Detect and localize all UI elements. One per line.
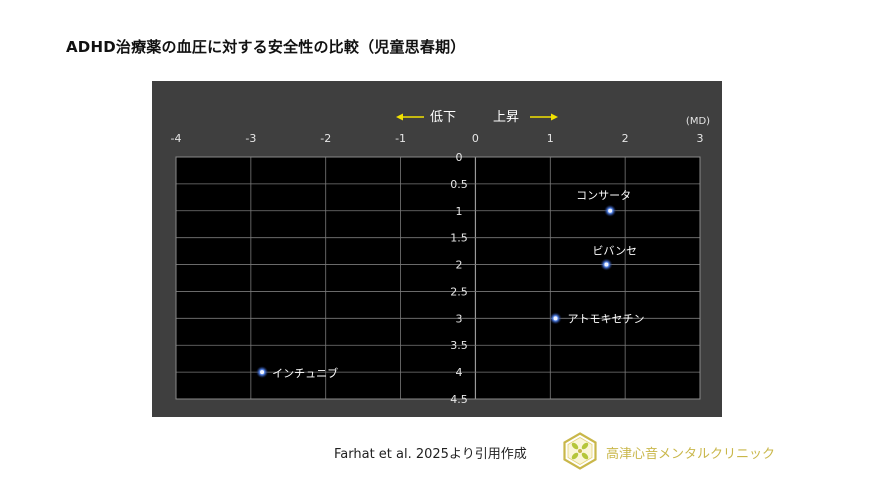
y-tick-label: 4.5 [450, 393, 468, 406]
arrow-left-head [396, 113, 403, 121]
arrow-right-head [551, 113, 558, 121]
x-tick-label: 0 [472, 132, 479, 145]
grid-layer [175, 156, 701, 400]
y-tick-label: 2 [455, 259, 462, 272]
x-tick-label: -2 [320, 132, 331, 145]
plot-area [176, 157, 700, 399]
citation: Farhat et al. 2025より引用作成 [334, 447, 527, 462]
clinic-name: 高津心音メンタルクリニック [606, 447, 776, 462]
y-tick-label: 3.5 [450, 339, 468, 352]
data-point-label: インチュニブ [272, 366, 338, 380]
data-point-label: アトモキセチン [568, 312, 645, 325]
x-tick-label: -3 [245, 132, 256, 145]
y-tick-label: 3 [455, 312, 462, 325]
y-tick-label: 0.5 [450, 178, 468, 191]
direction-increase: 上昇 [493, 110, 558, 125]
data-point [604, 262, 609, 267]
data-point [553, 316, 558, 321]
clinic-logo-icon [563, 432, 597, 470]
y-tick-label: 1 [455, 205, 462, 218]
data-point-label: ビバンセ [592, 245, 637, 258]
y-tick-label: 2.5 [450, 285, 468, 298]
y-tick-label: 0 [455, 151, 462, 164]
page-title: ADHD治療薬の血圧に対する安全性の比較（児童思春期） [66, 38, 466, 56]
x-tick-label: 2 [622, 132, 629, 145]
direction-decrease: 低下 [396, 110, 456, 125]
x-tick-label: -1 [395, 132, 406, 145]
y-tick-label: 4 [455, 366, 462, 379]
data-point-label: コンサータ [576, 189, 631, 202]
x-tick-label: -4 [171, 132, 182, 145]
unit-label: (MD) [686, 116, 710, 127]
direction-label-left: 低下 [430, 110, 456, 125]
tick-layer: -4 -3 -2 -1 0 1 2 3 0 0.5 1 1.5 2 2.5 3 3.5 4 4.5 [171, 132, 704, 406]
direction-label-right: 上昇 [493, 110, 519, 125]
x-tick-label: 1 [547, 132, 554, 145]
data-point [608, 208, 613, 213]
y-tick-label: 1.5 [450, 232, 468, 245]
x-tick-label: 3 [697, 132, 704, 145]
plot-border [175, 156, 701, 400]
data-point [260, 370, 265, 375]
